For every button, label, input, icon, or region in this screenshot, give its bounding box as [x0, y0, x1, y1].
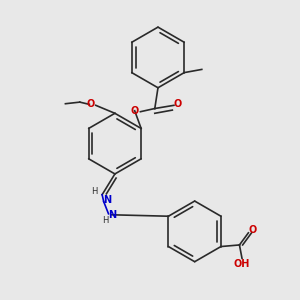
Text: O: O — [130, 106, 139, 116]
Text: O: O — [87, 99, 95, 110]
Text: O: O — [174, 99, 182, 109]
Text: N: N — [103, 195, 112, 205]
Text: OH: OH — [234, 259, 250, 269]
Text: O: O — [248, 225, 256, 235]
Text: H: H — [91, 187, 97, 196]
Text: N: N — [108, 210, 116, 220]
Text: H: H — [102, 216, 109, 225]
